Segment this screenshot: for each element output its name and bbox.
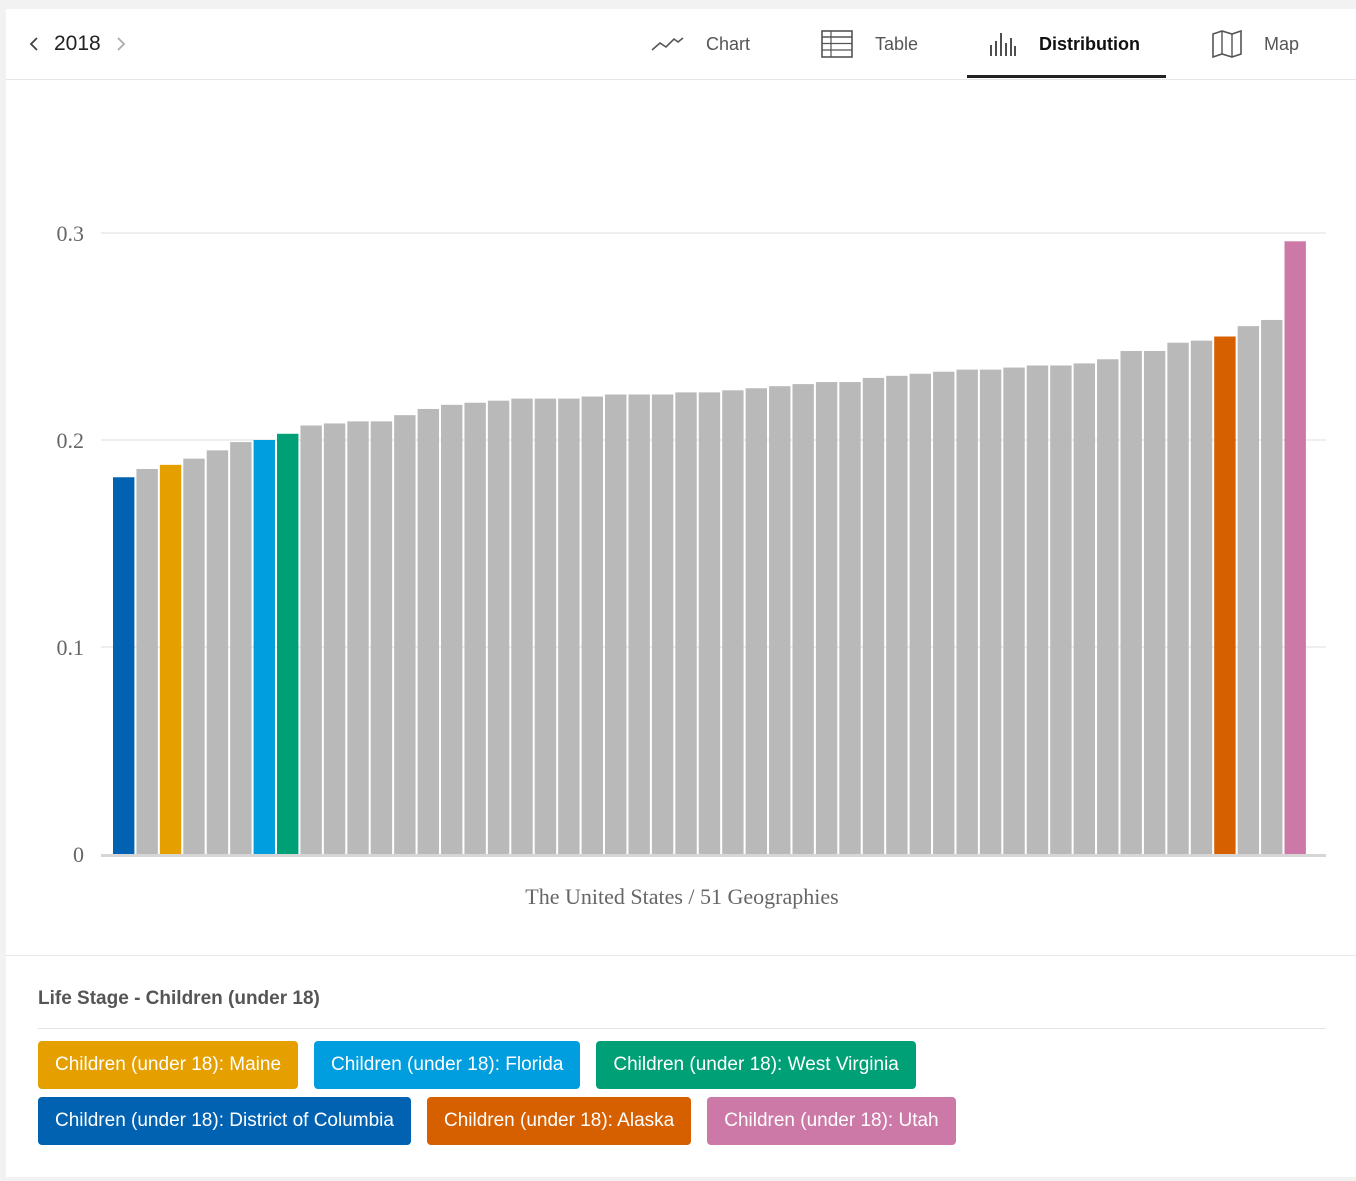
bar[interactable]: [441, 404, 463, 854]
bar[interactable]: [675, 392, 697, 854]
bar[interactable]: [698, 392, 721, 854]
x-axis-label: The United States / 51 Geographies: [525, 884, 838, 909]
bar[interactable]: [183, 458, 205, 854]
bar[interactable]: [511, 398, 533, 854]
bar[interactable]: [909, 373, 932, 854]
bar[interactable]: [136, 468, 158, 854]
bar[interactable]: [394, 415, 416, 854]
y-tick-label: 0.2: [57, 428, 85, 453]
highlighted-bar[interactable]: [1214, 336, 1236, 855]
bar[interactable]: [323, 423, 346, 854]
legend-chip[interactable]: Children (under 18): West Virginia: [596, 1041, 916, 1089]
tab-map[interactable]: Map: [1212, 9, 1299, 79]
line-chart-icon: [651, 37, 684, 51]
bar[interactable]: [769, 386, 791, 854]
legend-chips: Children (under 18): Maine Children (unde…: [38, 1041, 1338, 1153]
bar[interactable]: [722, 390, 744, 854]
distribution-chart: 0 0.1 0.2 0.3 The United States / 51 Geograp…: [57, 221, 1326, 909]
y-tick-label: 0: [73, 842, 84, 867]
chevron-right-icon[interactable]: [111, 34, 131, 54]
chevron-left-icon[interactable]: [24, 34, 44, 54]
legend-chip[interactable]: Children (under 18): Alaska: [426, 1097, 692, 1145]
bar[interactable]: [230, 442, 252, 854]
bar[interactable]: [347, 421, 369, 854]
distribution-panel: 2018 Chart Table: [6, 9, 1356, 1177]
legend-chip[interactable]: Children (under 18): Florida: [314, 1041, 581, 1089]
legend-row: Children (under 18): District of Columbi…: [38, 1097, 1338, 1145]
bar[interactable]: [1003, 367, 1025, 854]
bar[interactable]: [1120, 350, 1142, 854]
tab-chart[interactable]: Chart: [651, 9, 750, 79]
table-icon: [821, 30, 853, 58]
y-tick-label: 0.3: [57, 221, 85, 246]
highlighted-bar[interactable]: [159, 464, 182, 854]
bar[interactable]: [605, 394, 627, 854]
bar[interactable]: [651, 394, 674, 854]
bar[interactable]: [1237, 326, 1260, 854]
bar[interactable]: [956, 369, 978, 854]
legend-panel: Life Stage - Children (under 18) Childre…: [6, 955, 1356, 1178]
bar[interactable]: [628, 394, 650, 854]
bar[interactable]: [1073, 363, 1096, 854]
active-tab-indicator: [967, 75, 1166, 78]
tab-chart-label: Chart: [706, 33, 751, 54]
highlighted-bar[interactable]: [1284, 241, 1306, 854]
bar[interactable]: [839, 382, 861, 854]
tab-distribution[interactable]: Distribution: [989, 9, 1140, 79]
bar[interactable]: [464, 402, 486, 854]
bar[interactable]: [815, 382, 838, 854]
legend-title: Life Stage - Children (under 18): [38, 988, 320, 1009]
bar[interactable]: [862, 377, 885, 854]
highlighted-bar[interactable]: [277, 433, 299, 854]
bar[interactable]: [581, 396, 603, 854]
bar[interactable]: [792, 384, 814, 854]
tab-table-label: Table: [875, 33, 919, 54]
map-icon: [1212, 30, 1242, 58]
bar[interactable]: [534, 398, 557, 854]
legend-row: Children (under 18): Maine Children (unde…: [38, 1041, 1338, 1089]
bar[interactable]: [1167, 342, 1189, 854]
legend-chip[interactable]: Children (under 18): Maine: [38, 1041, 299, 1089]
bar[interactable]: [1190, 340, 1213, 854]
bar[interactable]: [1026, 365, 1049, 854]
bar[interactable]: [300, 425, 322, 854]
bar[interactable]: [933, 371, 955, 854]
bar[interactable]: [558, 398, 580, 854]
bar[interactable]: [487, 400, 510, 854]
y-tick-label: 0.1: [57, 635, 85, 660]
bar[interactable]: [886, 375, 908, 854]
tab-distribution-label: Distribution: [1039, 33, 1140, 54]
top-nav: 2018 Chart Table: [6, 9, 1356, 80]
bar[interactable]: [206, 450, 229, 854]
distribution-icon: [990, 33, 1016, 56]
bar[interactable]: [979, 369, 1002, 854]
legend-divider: [38, 1028, 1326, 1029]
tab-map-label: Map: [1264, 33, 1300, 54]
legend-chip[interactable]: Children (under 18): Utah: [707, 1097, 956, 1145]
chart-area: 0 0.1 0.2 0.3 The United States / 51 Geograp…: [6, 80, 1356, 955]
bar[interactable]: [417, 408, 439, 854]
bar[interactable]: [370, 421, 393, 854]
bar[interactable]: [1097, 359, 1119, 854]
highlighted-bar[interactable]: [113, 477, 135, 854]
year-navigator: 2018: [24, 27, 131, 61]
bar[interactable]: [1050, 365, 1072, 854]
bar[interactable]: [1261, 319, 1283, 854]
legend-chip[interactable]: Children (under 18): District of Columbi…: [38, 1097, 411, 1145]
tab-table[interactable]: Table: [821, 9, 918, 79]
bar[interactable]: [1143, 350, 1166, 854]
year-label: 2018: [54, 32, 101, 55]
bar[interactable]: [745, 388, 768, 854]
highlighted-bar[interactable]: [253, 440, 275, 854]
